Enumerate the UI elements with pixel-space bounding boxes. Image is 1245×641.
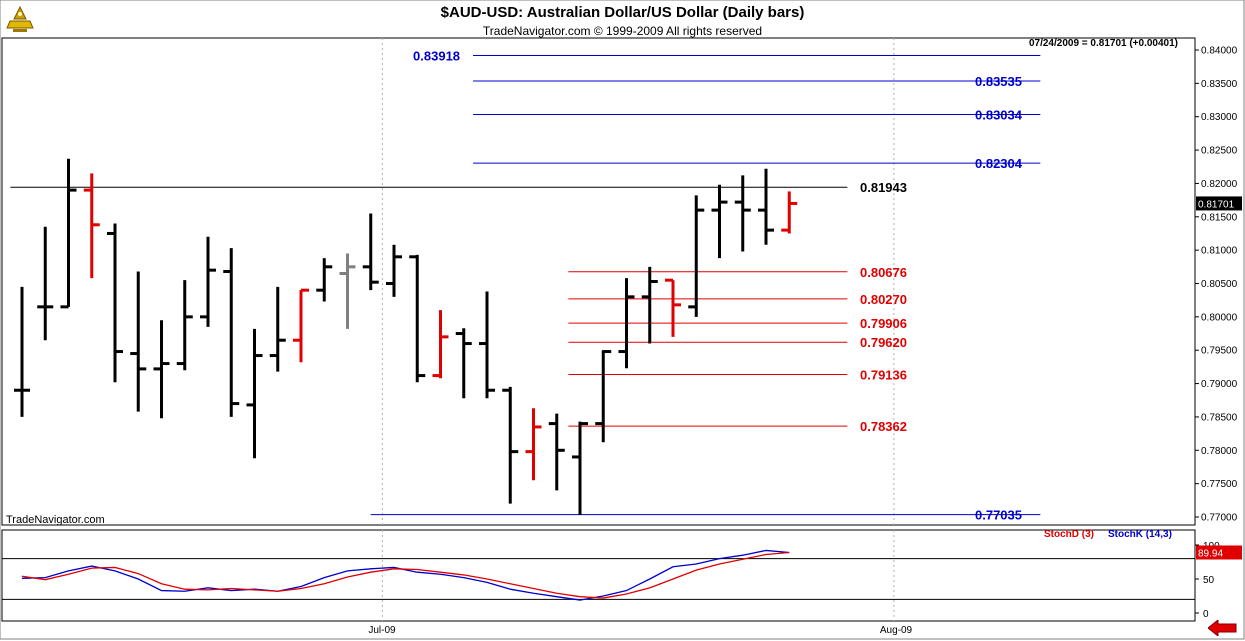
ohlc-bar	[316, 258, 333, 302]
y-tick-label: 0.77000	[1201, 513, 1238, 524]
ohlc-bar	[200, 236, 216, 327]
ohlc-bar	[781, 191, 798, 234]
stoch-k-legend: StochK (14,3)	[1108, 529, 1172, 540]
y-tick-label: 0.82500	[1201, 146, 1238, 157]
ohlc-bar	[362, 213, 379, 291]
ohlc-bar	[176, 280, 193, 371]
ohlc-bar	[409, 254, 426, 383]
y-tick-label: 0.81000	[1201, 246, 1238, 257]
y-tick-label: 0.84000	[1201, 46, 1238, 57]
ohlc-bar	[37, 226, 54, 341]
ohlc-bar	[223, 248, 240, 417]
level-label: 0.80270	[860, 292, 907, 307]
level-label: 0.80676	[860, 265, 907, 280]
ohlc-bar	[618, 278, 635, 369]
last-price-label: 0.81701	[1198, 199, 1235, 210]
level-label: 0.83535	[975, 74, 1022, 89]
ohlc-bar	[269, 286, 286, 372]
stochastic-y-label: 50	[1203, 575, 1215, 586]
x-tick-label: Aug-09	[880, 625, 913, 636]
level-label: 0.79620	[860, 335, 907, 350]
y-tick-label: 0.77500	[1201, 479, 1238, 490]
chart-title: $AUD-USD: Australian Dollar/US Dollar (D…	[440, 4, 805, 21]
price-panel-frame	[1, 37, 1196, 526]
y-tick-label: 0.79000	[1201, 379, 1238, 390]
y-tick-label: 0.78500	[1201, 412, 1238, 423]
ohlc-bar	[339, 253, 356, 329]
ohlc-bar	[572, 421, 588, 515]
y-tick-label: 0.79500	[1201, 346, 1238, 357]
y-tick-label: 0.78000	[1201, 446, 1238, 457]
last-quote: 07/24/2009 = 0.81701 (+0.00401)	[1028, 38, 1178, 49]
level-label: 0.81943	[860, 180, 907, 195]
ohlc-bar	[60, 158, 77, 309]
stoch-last-label: 89.94	[1198, 548, 1223, 559]
ohlc-bar	[153, 320, 170, 419]
y-tick-label: 0.80000	[1201, 312, 1238, 323]
ohlc-bar	[432, 310, 449, 379]
stoch-d-line	[21, 551, 790, 599]
ohlc-bar	[455, 328, 472, 399]
y-tick-label: 0.83000	[1201, 112, 1238, 123]
level-label: 0.79906	[860, 316, 907, 331]
y-tick-label: 0.83500	[1201, 79, 1238, 90]
stoch-last-box	[1196, 545, 1242, 560]
ohlc-bar	[502, 386, 519, 504]
ohlc-bar	[479, 291, 495, 399]
watermark: TradeNavigator.com	[6, 514, 105, 526]
y-tick-label: 0.80500	[1201, 279, 1238, 290]
ohlc-bar	[107, 223, 123, 383]
ohlc-bar	[83, 173, 100, 279]
stoch-k-line	[21, 549, 790, 601]
level-label: 0.83918	[413, 48, 460, 63]
scroll-left-arrow-icon[interactable]	[1207, 618, 1238, 638]
y-tick-label: 0.82000	[1201, 179, 1238, 190]
copyright-subtitle: TradeNavigator.com © 1999-2009 All right…	[482, 24, 763, 38]
level-label: 0.83034	[975, 107, 1023, 122]
ohlc-bar	[246, 328, 263, 459]
level-label: 0.78362	[860, 419, 907, 434]
ohlc-bar	[14, 286, 30, 417]
y-tick-label: 0.81500	[1201, 212, 1238, 223]
ohlc-bar	[758, 168, 774, 245]
tradenavigator-logo-icon	[4, 4, 36, 36]
ohlc-bar	[386, 244, 402, 297]
level-label: 0.79136	[860, 367, 907, 382]
ohlc-bar	[665, 278, 681, 337]
ohlc-bar	[688, 195, 705, 317]
stochastic-y-label: 0	[1203, 609, 1209, 620]
ohlc-bar	[711, 184, 728, 259]
ohlc-bar	[734, 175, 751, 252]
last-price-box	[1196, 196, 1242, 211]
ohlc-bar	[548, 413, 565, 491]
level-label: 0.77035	[975, 508, 1022, 523]
ohlc-bar	[595, 350, 612, 443]
ohlc-bar	[641, 266, 658, 344]
stoch-d-legend: StochD (3)	[1044, 529, 1094, 540]
ohlc-bar	[293, 288, 309, 363]
ohlc-bar	[130, 271, 147, 412]
ohlc-bar	[525, 408, 542, 481]
level-label: 0.82304	[975, 156, 1023, 171]
stochastic-panel-frame	[1, 529, 1196, 622]
x-tick-label: Jul-09	[368, 625, 396, 636]
